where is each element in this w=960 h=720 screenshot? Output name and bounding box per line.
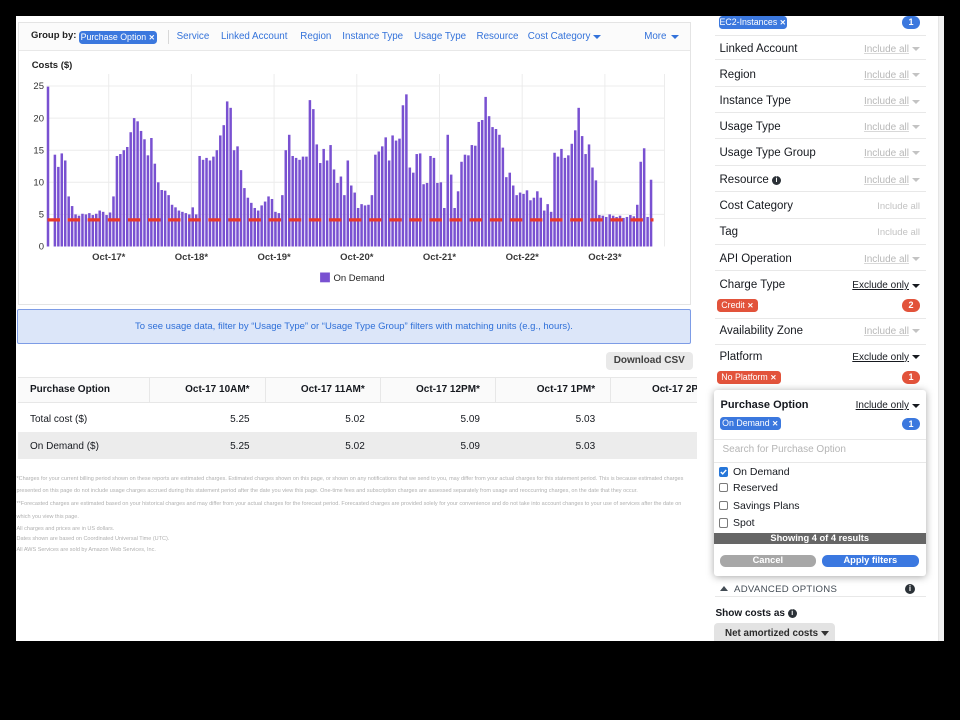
svg-text:Oct-18*: Oct-18* bbox=[174, 252, 208, 263]
svg-text:Oct-19*: Oct-19* bbox=[257, 252, 291, 263]
svg-text:Oct-17*: Oct-17* bbox=[92, 252, 126, 263]
svg-text:Oct-20*: Oct-20* bbox=[340, 252, 374, 263]
svg-text:0: 0 bbox=[38, 241, 43, 252]
svg-text:Oct-22*: Oct-22* bbox=[505, 252, 539, 263]
svg-text:15: 15 bbox=[33, 145, 44, 156]
svg-text:Oct-21*: Oct-21* bbox=[422, 252, 456, 263]
svg-text:20: 20 bbox=[33, 113, 44, 124]
svg-text:10: 10 bbox=[33, 177, 44, 188]
svg-text:On Demand: On Demand bbox=[333, 273, 384, 284]
svg-text:25: 25 bbox=[33, 81, 44, 92]
svg-text:5: 5 bbox=[38, 209, 43, 220]
svg-text:Oct-23*: Oct-23* bbox=[588, 252, 622, 263]
